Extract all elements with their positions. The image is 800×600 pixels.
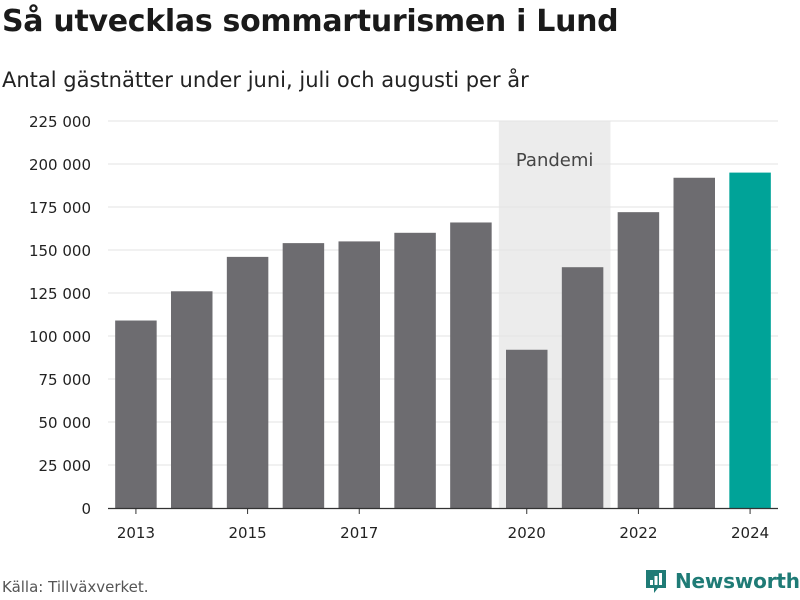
- bar: [506, 349, 548, 508]
- bar-chart-logo-icon: [646, 570, 666, 593]
- annotation-label: Pandemi: [516, 150, 594, 171]
- brand-name: Newsworthy: [675, 569, 800, 593]
- x-tick-label: 2015: [228, 524, 266, 542]
- bar: [282, 243, 325, 508]
- y-tick-label: 100 000: [29, 328, 91, 346]
- bar: [617, 212, 660, 508]
- y-tick-label: 225 000: [29, 113, 91, 131]
- chart-subtitle: Antal gästnätter under juni, juli och au…: [2, 68, 529, 92]
- chart-title: Så utvecklas sommarturismen i Lund: [2, 4, 619, 39]
- x-tick-label: 2013: [117, 524, 155, 542]
- bar: [394, 232, 436, 509]
- source-note: Källa: Tillväxverket.: [2, 578, 149, 596]
- bar: [729, 172, 771, 508]
- y-tick-label: 75 000: [39, 371, 92, 389]
- y-tick-label: 200 000: [29, 156, 91, 174]
- y-tick-label: 175 000: [29, 199, 91, 217]
- brand-logo: Newsworthy: [644, 568, 800, 594]
- bar: [226, 256, 269, 508]
- bar: [171, 291, 213, 508]
- y-tick-label: 25 000: [39, 457, 92, 475]
- x-tick-label: 2022: [619, 524, 657, 542]
- y-tick-label: 0: [81, 500, 91, 518]
- x-tick-label: 2024: [731, 524, 769, 542]
- y-tick-label: 125 000: [29, 285, 91, 303]
- y-tick-label: 150 000: [29, 242, 91, 260]
- bar: [673, 177, 715, 508]
- y-tick-label: 50 000: [39, 414, 92, 432]
- bar: [338, 241, 380, 508]
- bar: [450, 222, 492, 509]
- x-tick-label: 2020: [508, 524, 546, 542]
- bar: [115, 320, 157, 508]
- x-tick-label: 2017: [340, 524, 378, 542]
- bar: [561, 267, 604, 508]
